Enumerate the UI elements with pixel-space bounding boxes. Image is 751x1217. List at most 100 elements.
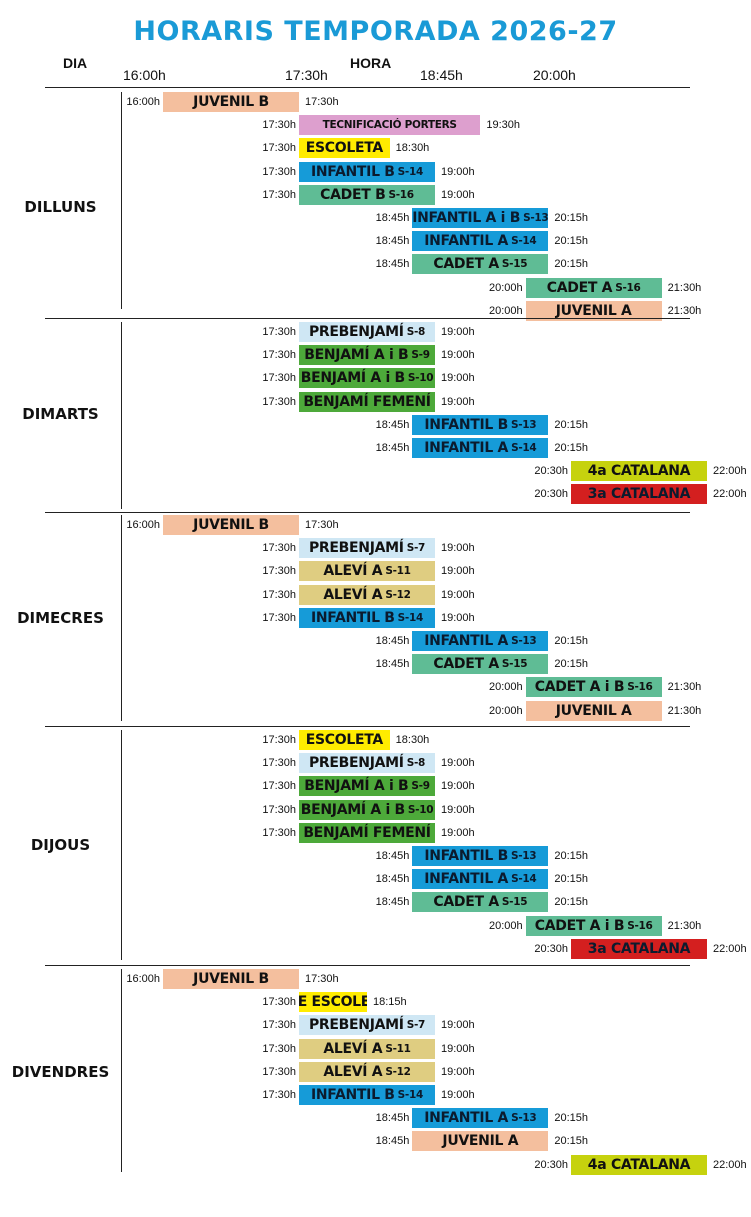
end-time: 17:30h <box>305 973 339 985</box>
end-time: 21:30h <box>667 304 702 317</box>
session-bar: PRE ESCOLETA <box>299 992 367 1013</box>
session-label: INFANTIL A <box>424 871 509 888</box>
end-time: 19:00h <box>441 588 475 601</box>
session-bar: BENJAMÍ A i B S-9 <box>299 776 435 797</box>
end-time: 19:00h <box>441 165 475 178</box>
session-bar: CADET A i B S-16 <box>525 677 662 698</box>
end-time: 20:15h <box>554 212 588 224</box>
session-bar: CADET A S-15 <box>412 892 549 913</box>
session-bar: 4a CATALANA <box>571 461 707 482</box>
end-time: 19:00h <box>441 826 475 839</box>
session-label: ALEVÍ A <box>323 586 383 603</box>
end-time: 19:00h <box>441 780 475 793</box>
session-bar: JUVENIL A <box>525 300 662 321</box>
session-label: PRE ESCOLETA <box>299 994 367 1011</box>
session-bar: CADET A S-15 <box>412 254 549 275</box>
session-bar: INFANTIL A S-13 <box>412 631 549 651</box>
session-code: S-15 <box>501 658 528 671</box>
start-time: 17:30h <box>262 780 296 793</box>
session-bar: BENJAMÍ FEMENÍ <box>299 822 435 843</box>
session-code: S-14 <box>511 235 537 248</box>
start-time: 17:30h <box>262 611 296 624</box>
session-bar: JUVENIL A <box>525 700 662 721</box>
session-label: INFANTIL B <box>310 163 395 180</box>
end-time: 19:00h <box>441 1042 475 1055</box>
end-time: 22:00h <box>713 465 747 478</box>
session-label: INFANTIL A <box>424 1110 509 1127</box>
session-code: S-15 <box>501 896 528 909</box>
day-name: DIMECRES <box>17 609 104 628</box>
axis-time-2000: 20:00h <box>533 67 576 83</box>
start-time: 18:45h <box>375 1112 410 1125</box>
day-divider <box>45 512 690 513</box>
session-label: INFANTIL B <box>424 416 508 433</box>
start-time: 17:30h <box>262 326 296 338</box>
session-label: 3a CATALANA <box>587 940 691 957</box>
session-label: PREBENJAMÍ <box>308 324 404 340</box>
session-label: CADET A <box>433 256 499 273</box>
session-label: CADET A <box>433 656 499 673</box>
session-bar: ESCOLETA <box>299 730 390 750</box>
session-label: INFANTIL B <box>310 609 395 626</box>
session-bar: INFANTIL A S-13 <box>412 1108 549 1129</box>
start-time: 17:30h <box>262 803 296 816</box>
session-label: PREBENJAMÍ <box>308 755 404 772</box>
start-time: 17:30h <box>262 395 296 408</box>
session-bar: CADET B S-16 <box>299 184 435 205</box>
session-label: ESCOLETA <box>305 732 384 748</box>
start-time: 18:45h <box>375 873 410 886</box>
end-time: 18:30h <box>395 734 430 746</box>
session-bar: BENJAMÍ A i B S-10 <box>299 368 435 389</box>
day-name: DIJOUS <box>30 836 91 854</box>
start-time: 18:45h <box>375 418 410 431</box>
session-bar: JUVENIL B <box>163 92 299 112</box>
end-time: 20:15h <box>554 442 588 454</box>
session-bar: 3a CATALANA <box>571 484 707 505</box>
start-time: 17:30h <box>262 119 296 132</box>
session-label: BENJAMÍ FEMENÍ <box>303 824 431 841</box>
session-bar: INFANTIL A S-14 <box>412 438 549 458</box>
end-time: 19:00h <box>441 1065 475 1078</box>
session-bar: ALEVÍ A S-12 <box>299 1061 435 1082</box>
session-bar: JUVENIL B <box>163 969 299 989</box>
start-time: 18:45h <box>375 235 410 248</box>
session-code: S-9 <box>411 349 430 362</box>
session-code: S-13 <box>510 418 537 431</box>
session-bar: PREBENJAMÍ S-8 <box>299 322 435 342</box>
session-label: INFANTIL A <box>424 633 509 649</box>
session-label: INFANTIL B <box>424 848 508 864</box>
session-bar: BENJAMÍ A i B S-10 <box>299 799 435 820</box>
start-time: 17:30h <box>262 1042 296 1055</box>
day-name: DILLUNS <box>24 198 97 216</box>
session-code: S-13 <box>523 212 549 224</box>
start-time: 17:30h <box>262 188 296 201</box>
start-time: 18:45h <box>375 212 410 224</box>
session-bar: INFANTIL A S-14 <box>412 869 549 890</box>
day-divider <box>45 726 690 727</box>
session-label: CADET B <box>320 186 386 203</box>
end-time: 19:00h <box>441 1089 475 1101</box>
end-time: 19:00h <box>441 349 475 362</box>
session-code: S-16 <box>388 188 414 201</box>
day-vertical-line <box>121 322 122 509</box>
start-time: 17:30h <box>262 996 296 1009</box>
start-time: 17:30h <box>262 565 296 578</box>
end-time: 19:00h <box>441 611 475 624</box>
session-bar: PREBENJAMÍ S-7 <box>299 538 435 559</box>
session-label: CADET A i B <box>534 679 625 696</box>
day-divider <box>45 318 690 319</box>
session-code: S-16 <box>627 919 653 932</box>
session-label: JUVENIL A <box>555 702 632 719</box>
session-code: S-14 <box>397 1089 424 1101</box>
session-label: INFANTIL A <box>424 440 509 456</box>
header-divider <box>45 87 690 88</box>
session-label: JUVENIL B <box>193 971 269 987</box>
start-time: 20:00h <box>489 281 523 294</box>
end-time: 22:00h <box>713 942 747 955</box>
start-time: 18:45h <box>375 850 410 862</box>
end-time: 20:15h <box>554 635 588 647</box>
session-code: S-8 <box>406 326 426 338</box>
session-code: S-14 <box>397 611 424 624</box>
session-bar: 3a CATALANA <box>571 938 707 959</box>
session-label: ALEVÍ A <box>323 1040 383 1057</box>
